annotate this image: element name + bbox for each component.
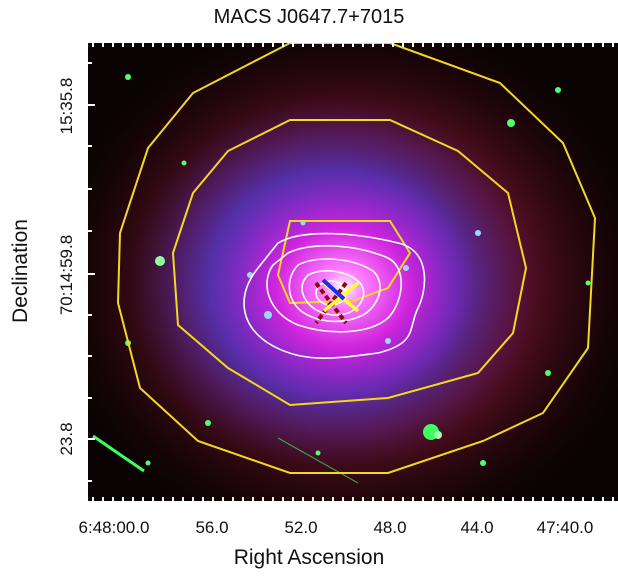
x-tick-label: 52.0 [284,518,318,537]
y-tick-label: 70:14:59.8 [57,234,76,316]
y-axis-label: Declination [9,219,32,323]
x-tick-label: 6:48:00.0 [78,518,150,537]
galaxy-field [92,74,591,484]
xray-contour-3 [288,258,381,323]
x-tick-label: 44.0 [460,518,494,537]
lensing-contours [116,43,597,474]
pink-core-emission [208,168,478,408]
xray-contour-2 [266,245,402,333]
y-tick-label: 15:35.8 [57,77,76,135]
x-tick-label: 47:40.0 [536,518,594,537]
xray-contours [243,232,426,359]
x-axis-label: Right Ascension [233,546,385,569]
frame-ticks [88,43,614,501]
x-tick-label: 56.0 [195,518,229,537]
lensing-contour-middle [171,119,528,407]
y-tick-label: 23.8 [57,422,76,456]
xray-contour-1 [243,232,426,359]
lensing-contour-outer [116,43,597,474]
x-tick-label: 48.0 [373,518,407,537]
lensing-contour-inner [276,220,412,305]
figure-title: MACS J0647.7+7015 [213,6,405,28]
xray-peak-marker [321,278,346,301]
xray-contour-4 [301,270,365,316]
sky-image [88,43,618,501]
